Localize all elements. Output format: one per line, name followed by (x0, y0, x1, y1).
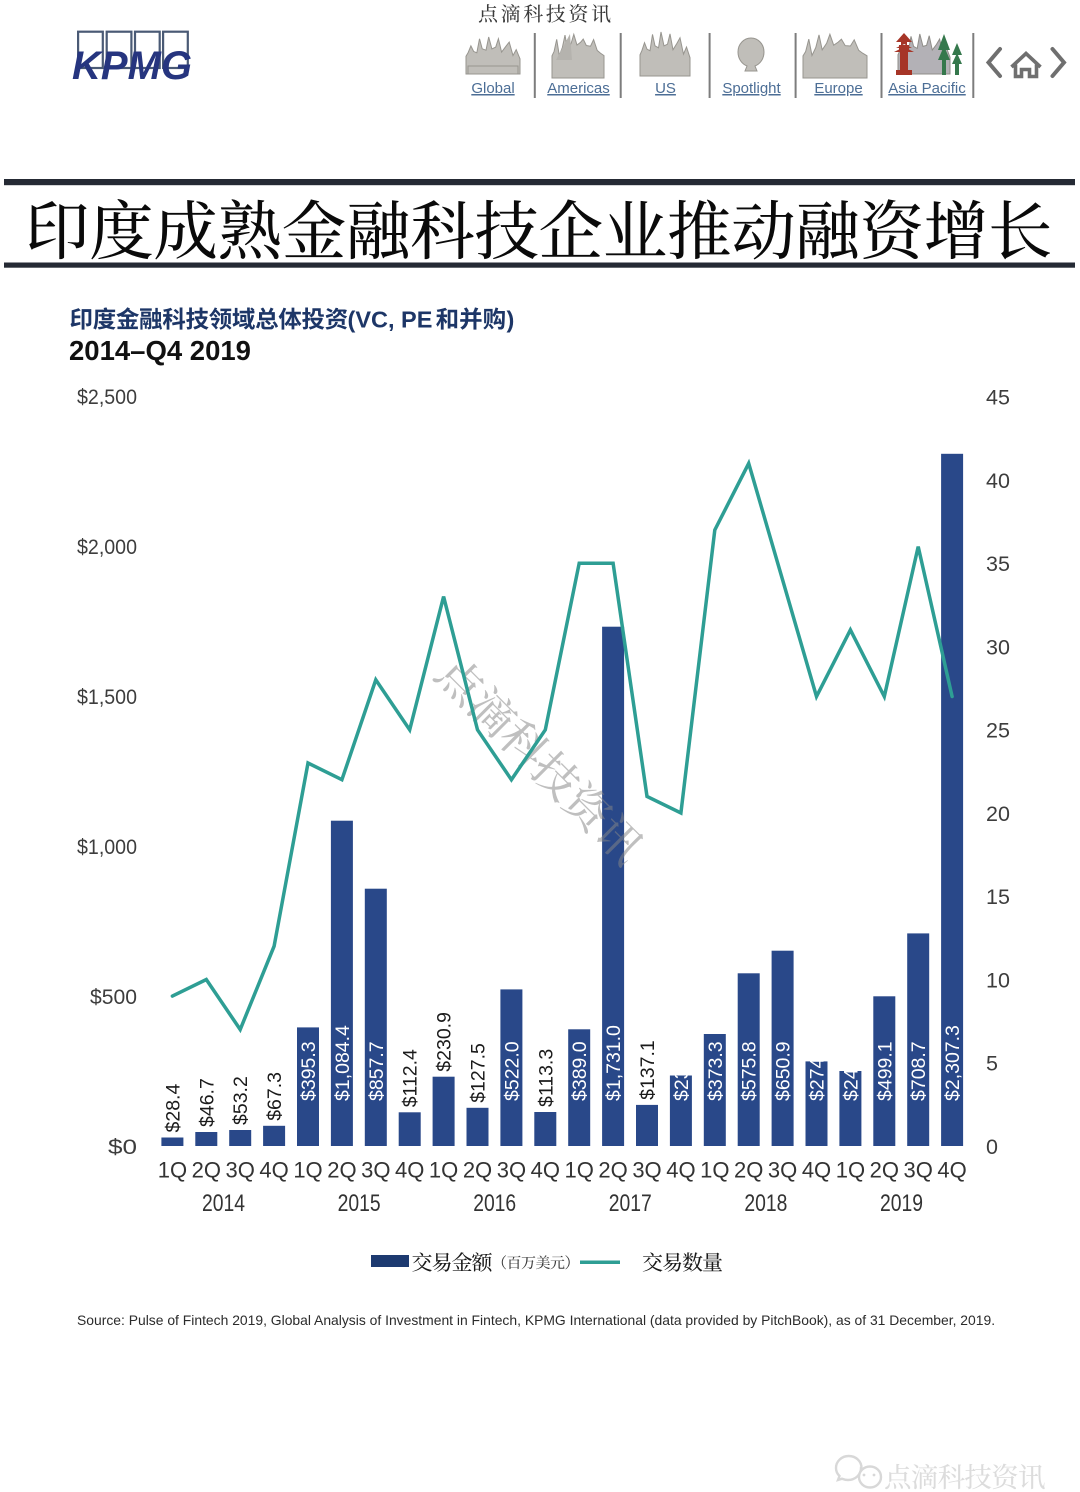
svg-text:$857.7: $857.7 (366, 1041, 388, 1101)
svg-text:$2,000: $2,000 (77, 535, 137, 559)
svg-text:$0: $0 (108, 1135, 137, 1159)
svg-text:4Q: 4Q (259, 1158, 288, 1183)
svg-text:15: 15 (986, 885, 1010, 909)
svg-text:3Q: 3Q (361, 1158, 390, 1183)
svg-text:(VC, PE: (VC, PE (348, 307, 433, 333)
svg-text:$53.2: $53.2 (230, 1076, 252, 1125)
svg-text:$274.6: $274.6 (807, 1041, 829, 1101)
svg-text:5: 5 (986, 1052, 998, 1076)
svg-text:$500: $500 (90, 985, 137, 1009)
svg-text:2014: 2014 (202, 1190, 245, 1217)
svg-text:3Q: 3Q (497, 1158, 526, 1183)
svg-text:2Q: 2Q (463, 1158, 492, 1183)
svg-text:$67.3: $67.3 (264, 1072, 286, 1121)
svg-text:$1,000: $1,000 (77, 835, 137, 859)
svg-text:35: 35 (986, 552, 1010, 576)
svg-text:20: 20 (986, 802, 1010, 826)
svg-text:2016: 2016 (473, 1190, 516, 1217)
svg-text:$248.3: $248.3 (840, 1041, 862, 1101)
svg-text:Europe: Europe (814, 80, 862, 97)
svg-text:1Q: 1Q (429, 1158, 458, 1183)
svg-text:1Q: 1Q (836, 1158, 865, 1183)
svg-text:$1,084.4: $1,084.4 (332, 1025, 354, 1101)
svg-text:Spotlight: Spotlight (722, 80, 781, 97)
svg-text:$112.4: $112.4 (400, 1049, 422, 1107)
svg-text:$389.0: $389.0 (569, 1041, 591, 1101)
svg-text:$2,500: $2,500 (77, 385, 137, 409)
svg-text:4Q: 4Q (531, 1158, 560, 1183)
svg-text:$522.0: $522.0 (501, 1041, 523, 1101)
svg-text:2015: 2015 (338, 1190, 381, 1217)
svg-text:$28.4: $28.4 (162, 1084, 184, 1133)
svg-text:$1,731.0: $1,731.0 (603, 1025, 625, 1101)
svg-text:$650.9: $650.9 (773, 1041, 795, 1101)
svg-text:): ) (507, 307, 515, 333)
svg-text:1Q: 1Q (158, 1158, 187, 1183)
svg-text:Asia Pacific: Asia Pacific (888, 80, 966, 97)
svg-text:Americas: Americas (547, 80, 610, 97)
svg-text:$373.3: $373.3 (705, 1041, 727, 1101)
svg-text:$708.7: $708.7 (908, 1041, 930, 1101)
svg-text:3Q: 3Q (904, 1158, 933, 1183)
svg-text:2017: 2017 (609, 1190, 652, 1217)
svg-text:Source: Pulse of Fintech 2019,: Source: Pulse of Fintech 2019, Global An… (77, 1312, 995, 1328)
svg-text:2Q: 2Q (734, 1158, 763, 1183)
svg-text:30: 30 (986, 635, 1010, 659)
svg-text:0: 0 (986, 1135, 998, 1159)
svg-text:2014–Q4 2019: 2014–Q4 2019 (69, 335, 251, 366)
svg-text:$2,307.3: $2,307.3 (942, 1025, 964, 1101)
svg-text:2Q: 2Q (598, 1158, 627, 1183)
svg-text:$395.3: $395.3 (298, 1041, 320, 1101)
svg-text:Global: Global (471, 80, 514, 97)
svg-text:2Q: 2Q (192, 1158, 221, 1183)
svg-text:$113.3: $113.3 (535, 1049, 557, 1107)
svg-text:2Q: 2Q (327, 1158, 356, 1183)
svg-text:3Q: 3Q (226, 1158, 255, 1183)
svg-text:4Q: 4Q (937, 1158, 966, 1183)
svg-text:$46.7: $46.7 (196, 1078, 218, 1127)
svg-text:3Q: 3Q (632, 1158, 661, 1183)
svg-text:$230.9: $230.9 (434, 1012, 456, 1072)
svg-text:$127.5: $127.5 (468, 1043, 490, 1103)
svg-text:US: US (655, 80, 676, 97)
svg-text:$1,500: $1,500 (77, 685, 137, 709)
svg-text:25: 25 (986, 719, 1010, 743)
svg-text:4Q: 4Q (666, 1158, 695, 1183)
svg-text:40: 40 (986, 469, 1010, 493)
svg-text:KPMG: KPMG (72, 44, 192, 88)
svg-text:$499.1: $499.1 (874, 1041, 896, 1101)
svg-text:$137.1: $137.1 (637, 1040, 659, 1100)
svg-text:1Q: 1Q (700, 1158, 729, 1183)
svg-text:4Q: 4Q (395, 1158, 424, 1183)
svg-text:2019: 2019 (880, 1190, 923, 1217)
svg-text:2Q: 2Q (870, 1158, 899, 1183)
svg-text:45: 45 (986, 386, 1010, 410)
svg-text:4Q: 4Q (802, 1158, 831, 1183)
svg-text:$575.8: $575.8 (739, 1041, 761, 1101)
svg-text:1Q: 1Q (565, 1158, 594, 1183)
svg-text:$239.8: $239.8 (671, 1041, 693, 1101)
svg-text:1Q: 1Q (293, 1158, 322, 1183)
svg-text:3Q: 3Q (768, 1158, 797, 1183)
svg-text:10: 10 (986, 968, 1010, 992)
svg-text:2018: 2018 (744, 1190, 787, 1217)
